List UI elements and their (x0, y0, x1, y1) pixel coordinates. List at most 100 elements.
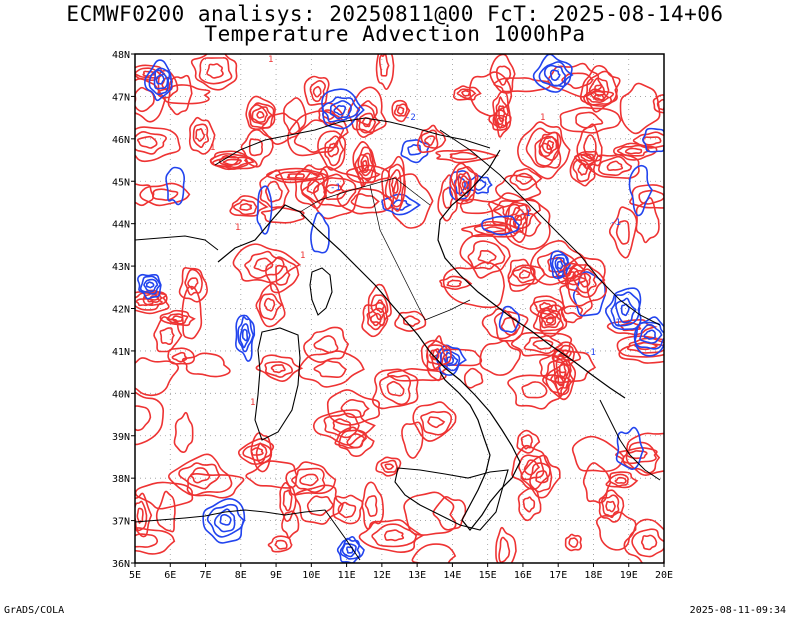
warm-advection-contour (135, 126, 181, 163)
warm-advection-contour (554, 374, 566, 386)
contour-value-label: 1 (575, 288, 580, 298)
warm-advection-contour (539, 349, 597, 384)
lon-tick-label: 18E (584, 570, 602, 581)
cold-advection-contour (339, 537, 361, 560)
lat-tick-label: 46N (112, 135, 130, 146)
warm-advection-contour (153, 316, 183, 353)
warm-advection-contour (245, 95, 276, 130)
warm-advection-contour (518, 269, 531, 279)
warm-advection-contour (240, 128, 274, 168)
warm-advection-contour (324, 135, 345, 167)
chart-title-line-1: ECMWF0200 analisys: 20250811@00 FcT: 202… (66, 2, 724, 26)
warm-advection-contour (571, 435, 625, 473)
warm-advection-contour (449, 162, 479, 205)
cold-advection-contour (321, 88, 365, 130)
warm-advection-contour (381, 155, 407, 212)
warm-advection-contour (459, 175, 471, 195)
warm-advection-contour (435, 148, 500, 164)
contour-value-label: 1 (540, 113, 545, 123)
cold-advection-contour (341, 542, 357, 558)
warm-advection-contour (517, 487, 542, 522)
warm-advection-contour (598, 489, 625, 523)
warm-advection-contour (167, 347, 196, 365)
warm-advection-contour (299, 473, 319, 487)
warm-advection-contour (477, 249, 497, 265)
warm-advection-contour (432, 496, 467, 531)
warm-advection-contour (561, 305, 584, 324)
warm-advection-contour (623, 518, 664, 563)
cold-advection-contour (239, 323, 251, 349)
lon-tick-label: 10E (302, 570, 320, 581)
cold-advection-contour (381, 193, 422, 216)
warm-advection-contour (261, 112, 301, 145)
warm-advection-contour (632, 131, 664, 149)
warm-advection-contour (195, 128, 206, 142)
warm-advection-contour (401, 421, 424, 459)
warm-advection-contour (136, 135, 158, 149)
warm-advection-contour (529, 462, 553, 493)
warm-advection-contour (626, 450, 648, 460)
warm-advection-contour (564, 533, 583, 552)
warm-advection-contour (358, 112, 377, 134)
cold-advection-contour (543, 64, 566, 87)
warm-advection-contour (166, 313, 189, 325)
warm-advection-contour (576, 123, 603, 170)
cold-advection-contour (219, 513, 232, 526)
warm-advection-contour (265, 180, 283, 203)
lon-tick-label: 16E (514, 570, 532, 581)
lon-tick-label: 13E (408, 570, 426, 581)
cold-advection-contour (310, 212, 330, 254)
lon-tick-label: 11E (338, 570, 356, 581)
warm-advection-contour (355, 104, 381, 138)
warm-advection-contour (579, 64, 621, 113)
warm-advection-contour (336, 188, 394, 215)
warm-advection-contour (631, 528, 664, 558)
warm-advection-contour (222, 158, 242, 166)
warm-advection-contour (245, 460, 298, 489)
warm-advection-contour (488, 192, 541, 230)
warm-advection-contour (232, 243, 302, 284)
warm-advection-contour (495, 174, 542, 202)
warm-advection-contour (459, 198, 505, 215)
warm-advection-contour (135, 291, 170, 315)
warm-advection-contour (323, 412, 360, 439)
cold-advection-contour (321, 96, 361, 123)
warm-advection-contour (334, 426, 368, 449)
lon-tick-label: 7E (200, 570, 212, 581)
contour-value-label: 1 (210, 143, 215, 153)
warm-advection-contour (263, 297, 276, 312)
cold-advection-contour (241, 328, 249, 342)
warm-advection-contour (568, 537, 579, 548)
lat-tick-label: 37N (112, 517, 130, 528)
cold-advection-contour (400, 139, 430, 164)
warm-advection-contour (384, 163, 405, 208)
warm-advection-contour (525, 127, 562, 169)
warm-advection-contour (135, 183, 154, 207)
contour-value-label: -1 (610, 318, 621, 328)
software-credit: GrADS/COLA (4, 605, 65, 616)
warm-advection-contour (155, 490, 176, 533)
warm-advection-contour (572, 159, 594, 183)
warm-advection-contour (198, 57, 233, 85)
warm-advection-contour (157, 84, 211, 105)
lat-tick-label: 40N (112, 389, 130, 400)
warm-advection-contour (390, 176, 399, 194)
warm-advection-contour (386, 380, 405, 397)
warm-advection-contour (135, 500, 148, 532)
warm-advection-contour (375, 54, 395, 90)
warm-advection-contour (388, 169, 402, 200)
warm-advection-contour (618, 341, 664, 364)
lon-tick-label: 15E (479, 570, 497, 581)
warm-advection-contour (192, 123, 210, 149)
warm-advection-contour (642, 136, 662, 146)
warm-advection-contour (135, 492, 153, 538)
warm-advection-contour (313, 177, 357, 207)
warm-advection-contour (504, 198, 551, 250)
warm-advection-contour (303, 326, 350, 363)
lon-tick-label: 12E (373, 570, 391, 581)
warm-advection-contour (456, 88, 477, 100)
warm-advection-contour (312, 85, 322, 98)
cold-advection-contour (145, 281, 155, 289)
warm-advection-contour (597, 155, 633, 177)
